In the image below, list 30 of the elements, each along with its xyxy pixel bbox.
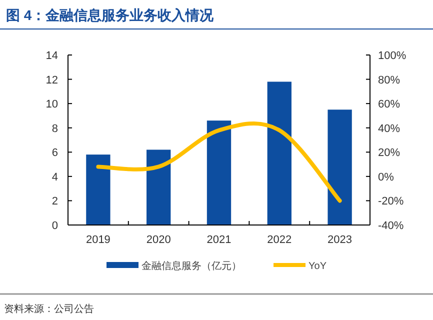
y-tick-label: 0 (52, 220, 58, 232)
x-tick-label: 2019 (86, 234, 110, 246)
y2-tick-label: 20% (378, 147, 400, 160)
text: 资料来源：公司公告 (4, 303, 94, 315)
y-tick-label: 8 (52, 122, 58, 135)
chart-title: 图 4：金融信息服务业务收入情况 (6, 7, 215, 23)
y-tick-label: 12 (46, 74, 58, 86)
y2-tick-label: 60% (378, 98, 400, 111)
bar (267, 82, 292, 225)
x-tick-label: 2020 (146, 234, 171, 246)
y2-tick-label: 40% (378, 122, 400, 135)
bar (146, 150, 171, 225)
bar (328, 110, 352, 225)
y2-tick-label: 80% (378, 74, 400, 86)
y2-tick-label: 0% (378, 171, 394, 184)
y-tick-label: 4 (52, 171, 58, 184)
y2-tick-label: -20% (378, 196, 404, 208)
y2-tick-label: -40% (378, 220, 404, 232)
y-tick-label: 6 (52, 147, 58, 160)
bar (206, 120, 232, 225)
x-tick-label: 2022 (267, 234, 292, 246)
y-tick-label: 14 (46, 50, 58, 62)
legend-label: 金融信息服务（亿元） (142, 260, 242, 272)
x-tick-label: 2021 (206, 234, 232, 246)
y-tick-label: 2 (52, 196, 58, 208)
x-tick-label: 2023 (328, 234, 352, 246)
legend-label: YoY (308, 261, 327, 272)
y-tick-label: 10 (46, 98, 58, 111)
y2-tick-label: 100% (378, 50, 406, 62)
bar (86, 154, 110, 225)
